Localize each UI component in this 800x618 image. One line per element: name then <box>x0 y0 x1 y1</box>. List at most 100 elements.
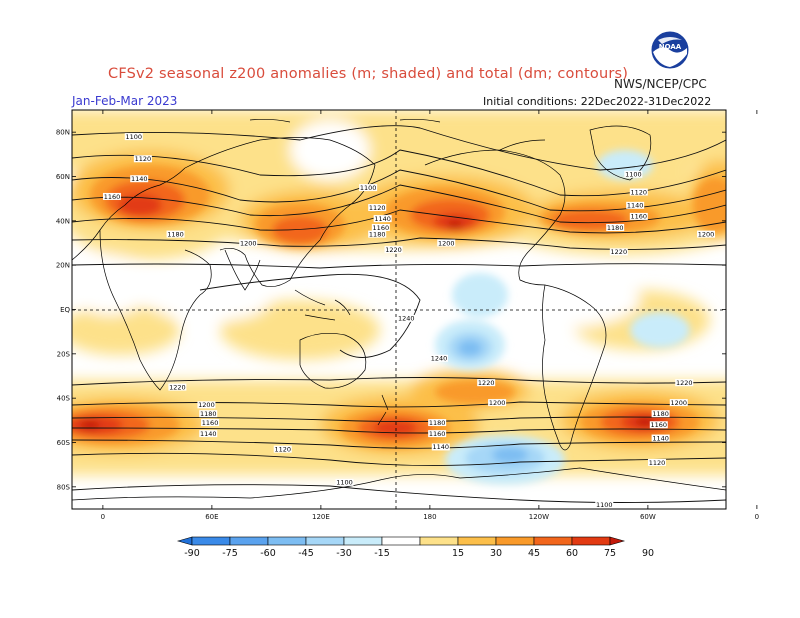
lat-tick-label: 40N <box>56 217 70 225</box>
lon-tick-label: 180 <box>423 513 436 521</box>
lon-tick-label: 120W <box>529 513 549 521</box>
contour-label: 1120 <box>273 445 292 453</box>
contour-label: 1140 <box>626 202 645 210</box>
colorbar-tick-label: -60 <box>260 548 276 559</box>
contour-label: 1120 <box>133 155 152 163</box>
colorbar: -90 -75 -60 -45 -30 -15 15 30 45 60 75 90 <box>176 536 654 559</box>
colorbar-segment <box>571 536 611 546</box>
colorbar-min-arrow <box>176 536 193 546</box>
svg-text:1220: 1220 <box>385 246 402 254</box>
svg-text:1180: 1180 <box>369 230 386 238</box>
colorbar-max-arrow <box>609 536 626 546</box>
svg-text:1180: 1180 <box>200 410 217 418</box>
contour-label: 1220 <box>384 246 403 254</box>
colorbar-tick-label: 75 <box>604 548 616 559</box>
contour-label: 1180 <box>166 230 185 238</box>
contour-label-layer: 1100112011401160118012001100112011401160… <box>102 133 716 509</box>
svg-text:1120: 1120 <box>649 459 666 467</box>
contour-label: 1140 <box>130 175 149 183</box>
svg-text:1120: 1120 <box>369 204 386 212</box>
contour-label: 1120 <box>368 204 387 212</box>
colorbar-tick-label: -45 <box>298 548 314 559</box>
agency-label: NWS/NCEP/CPC <box>614 77 707 91</box>
contour-label: 1200 <box>239 239 258 247</box>
contour-label: 1100 <box>359 184 378 192</box>
svg-text:1160: 1160 <box>429 430 446 438</box>
contour-label: 1140 <box>431 443 450 451</box>
colorbar-tick-label: 90 <box>642 548 654 559</box>
colorbar-tick-label: -75 <box>222 548 238 559</box>
contour-label: 1100 <box>124 133 143 141</box>
contour-label: 1200 <box>488 399 507 407</box>
svg-text:1200: 1200 <box>240 239 257 247</box>
svg-text:1120: 1120 <box>135 155 152 163</box>
noaa-logo-icon: NOAA <box>650 30 690 70</box>
svg-text:1140: 1140 <box>131 175 148 183</box>
colorbar-tick-label: -15 <box>374 548 390 559</box>
svg-text:1140: 1140 <box>200 430 217 438</box>
contour-label: 1200 <box>669 399 688 407</box>
contour-label: 1240 <box>429 355 448 363</box>
longitude-axis: 0 60E 120E 180 120W 60W 0 <box>101 110 759 521</box>
svg-text:1160: 1160 <box>651 421 668 429</box>
contour-label: 1220 <box>477 379 496 387</box>
svg-text:1200: 1200 <box>698 230 715 238</box>
initial-conditions-label: Initial conditions: 22Dec2022-31Dec2022 <box>483 95 712 108</box>
svg-text:1200: 1200 <box>489 399 506 407</box>
lon-tick-label: 0 <box>755 513 759 521</box>
contour-label: 1180 <box>651 410 670 418</box>
contour-label: 1240 <box>397 315 416 323</box>
colorbar-segment <box>305 536 345 546</box>
svg-text:1160: 1160 <box>104 193 121 201</box>
lon-tick-label: 60W <box>640 513 656 521</box>
contour-label: 1120 <box>629 188 648 196</box>
lon-tick-label: 60E <box>205 513 218 521</box>
svg-text:1200: 1200 <box>670 399 687 407</box>
svg-text:1100: 1100 <box>596 501 613 509</box>
latitude-axis: 80N 60N 40N 20N EQ 20S 40S 60S 80S <box>56 129 726 491</box>
svg-text:1120: 1120 <box>274 445 291 453</box>
colorbar-segment <box>191 536 231 546</box>
colorbar-tick-label: 45 <box>528 548 540 559</box>
contour-label: 1200 <box>697 230 716 238</box>
contour-label: 1140 <box>199 430 218 438</box>
svg-text:1200: 1200 <box>438 239 455 247</box>
colorbar-tick-label: -30 <box>336 548 352 559</box>
colorbar-segment <box>533 536 573 546</box>
contour-label: 1180 <box>428 419 447 427</box>
lat-tick-label: 20N <box>56 262 70 270</box>
colorbar-segment <box>343 536 383 546</box>
svg-text:1100: 1100 <box>360 184 377 192</box>
svg-text:1140: 1140 <box>433 443 450 451</box>
contour-label: 1220 <box>609 248 628 256</box>
contour-label: 1100 <box>595 501 614 509</box>
colorbar-tick-label: 15 <box>452 548 464 559</box>
map-title: CFSv2 seasonal z200 anomalies (m; shaded… <box>108 66 629 82</box>
svg-text:1100: 1100 <box>336 479 353 487</box>
colorbar-tick-label: -90 <box>184 548 200 559</box>
coastlines <box>72 118 726 501</box>
svg-text:1180: 1180 <box>429 419 446 427</box>
svg-text:1140: 1140 <box>627 202 644 210</box>
svg-text:1100: 1100 <box>125 133 142 141</box>
svg-text:1240: 1240 <box>431 355 448 363</box>
svg-text:1100: 1100 <box>625 171 642 179</box>
contour-label: 1160 <box>649 421 668 429</box>
lat-tick-label: 80S <box>57 483 71 491</box>
contour-label: 1220 <box>675 379 694 387</box>
svg-text:1220: 1220 <box>676 379 693 387</box>
svg-text:1140: 1140 <box>652 434 669 442</box>
svg-text:1160: 1160 <box>631 213 648 221</box>
colorbar-segment <box>495 536 535 546</box>
svg-text:1240: 1240 <box>398 315 415 323</box>
contour-label: 1140 <box>651 434 670 442</box>
colorbar-segment <box>381 536 421 546</box>
svg-text:1220: 1220 <box>478 379 495 387</box>
colorbar-tick-label: 30 <box>490 548 502 559</box>
svg-text:1160: 1160 <box>202 419 219 427</box>
contour-label: 1100 <box>624 171 643 179</box>
contour-label: 1160 <box>201 419 220 427</box>
colorbar-segment <box>229 536 269 546</box>
contour-label: 1160 <box>371 224 390 232</box>
